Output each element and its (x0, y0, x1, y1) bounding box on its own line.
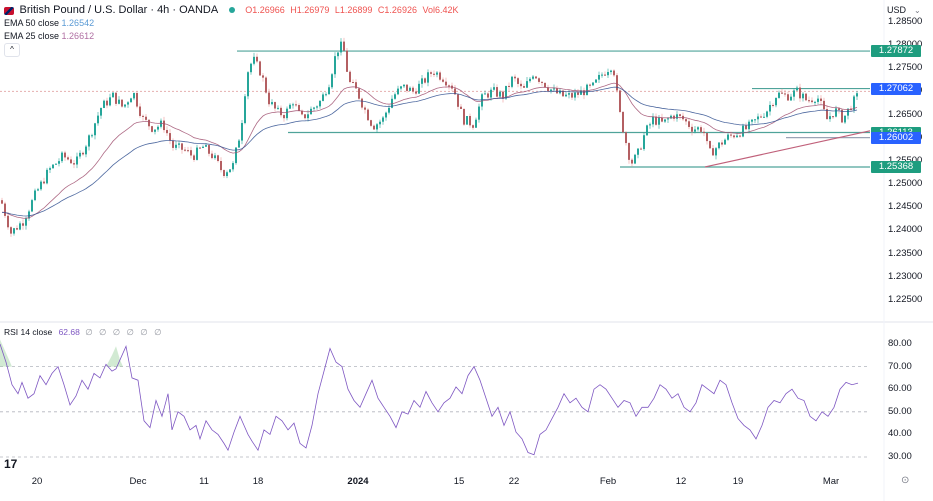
rsi-tick-label: 40.00 (888, 428, 912, 440)
ohlc-open: O1.26966 (245, 5, 285, 15)
currency-selector[interactable]: USD ⌄ (887, 5, 921, 15)
ema50-value: 1.26542 (61, 18, 95, 28)
time-tick-label: Feb (599, 476, 617, 487)
time-tick-label: 11 (199, 476, 209, 487)
price-tick-label: 1.27500 (888, 62, 923, 74)
rsi-na-values: ∅ ∅ ∅ ∅ ∅ ∅ (85, 327, 164, 337)
time-tick-label: 20 (31, 476, 43, 487)
time-tick-label: Dec (129, 476, 147, 487)
rsi-legend[interactable]: RSI 14 close 62.68 ∅ ∅ ∅ ∅ ∅ ∅ (4, 327, 163, 338)
ema25-value: 1.26612 (61, 31, 95, 41)
currency-label: USD (887, 5, 907, 15)
ohlc-values: O1.26966 H1.26979 L1.26899 C1.26926 Vol6… (245, 5, 461, 15)
price-tick-label: 1.23500 (888, 247, 923, 259)
symbol-legend: British Pound / U.S. Dollar · 4h · OANDA… (4, 4, 462, 16)
price-tick-label: 1.28500 (888, 16, 923, 27)
rsi-tick-label: 80.00 (888, 338, 912, 349)
market-status-dot (228, 7, 235, 14)
price-tick-label: 1.22500 (888, 293, 923, 305)
price-tick-label: 1.23000 (888, 270, 923, 282)
price-level-tag: 1.25368 (871, 161, 921, 173)
rsi-tick-label: 30.00 (888, 451, 912, 462)
symbol-title[interactable]: British Pound / U.S. Dollar · 4h · OANDA (19, 4, 219, 16)
price-tick-label: 1.26500 (888, 108, 923, 120)
price-tick-label: 1.24000 (888, 224, 923, 236)
time-tick-label: 18 (252, 476, 264, 487)
tradingview-logo[interactable]: 17 (4, 457, 18, 471)
currency-flag-icon (4, 6, 14, 15)
time-tick-label: 15 (453, 476, 465, 487)
rsi-tick-label: 60.00 (888, 383, 912, 395)
price-level-tag: 1.26002 (871, 131, 921, 144)
rsi-tick-label: 50.00 (888, 405, 912, 417)
price-tick-label: 1.24500 (888, 201, 923, 213)
ema50-legend[interactable]: EMA 50 close 1.26542 (4, 18, 94, 28)
chevron-down-icon: ⌄ (914, 6, 921, 15)
rsi-tick-label: 70.00 (888, 360, 912, 372)
rsi-label: RSI 14 close (4, 327, 53, 337)
price-tick-label: 1.25500 (888, 155, 922, 166)
ema25-legend[interactable]: EMA 25 close 1.26612 (4, 31, 94, 41)
price-level-tag: 1.27872 (871, 45, 921, 58)
ohlc-close: C1.26926 (377, 5, 417, 15)
price-tick-label: 1.28000 (888, 39, 922, 50)
time-tick-label: 2024 (347, 476, 369, 487)
time-tick-label: Mar (822, 476, 840, 487)
ema50-label: EMA 50 close (4, 18, 60, 28)
ema25-label: EMA 25 close (4, 31, 60, 41)
rsi-value: 62.68 (58, 327, 80, 337)
price-tick-label: 1.25000 (888, 178, 923, 190)
ohlc-volume: Vol6.42K (422, 5, 459, 15)
time-tick-label: 12 (675, 476, 687, 487)
ohlc-low: L1.26899 (334, 5, 373, 15)
time-tick-label: 22 (508, 476, 520, 487)
collapse-legend-button[interactable]: ^ (4, 43, 20, 57)
settings-icon[interactable]: ⊙ (901, 475, 910, 486)
price-level-tag: 1.27062 (871, 82, 921, 95)
ohlc-high: H1.26979 (290, 5, 330, 15)
time-tick-label: 19 (732, 476, 744, 487)
